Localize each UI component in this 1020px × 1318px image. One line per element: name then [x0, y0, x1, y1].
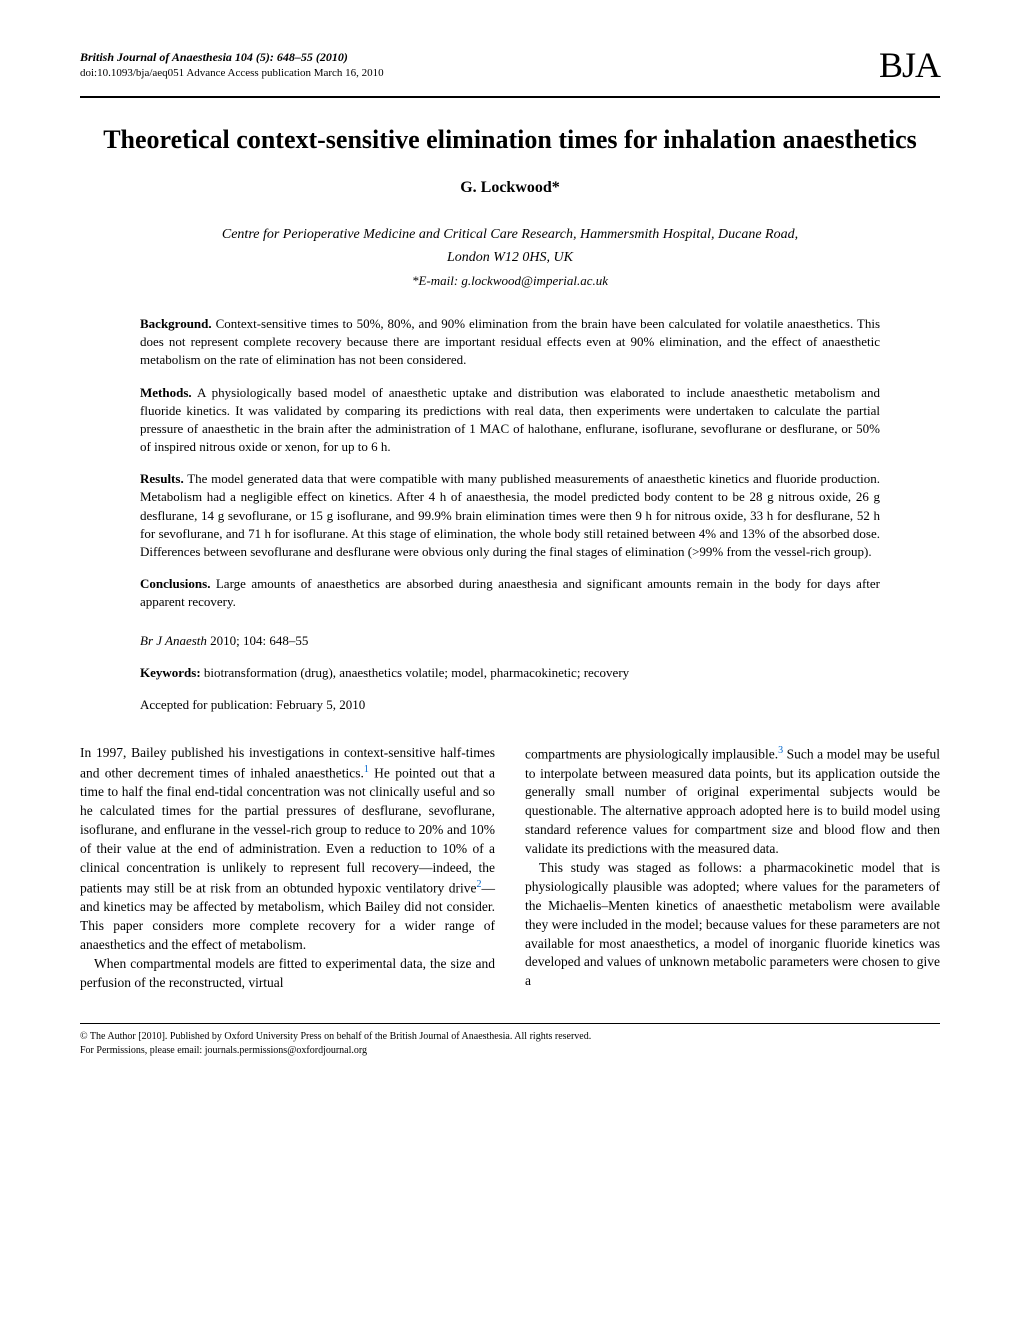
- body-paragraph: This study was staged as follows: a phar…: [525, 859, 940, 991]
- body-text: In 1997, Bailey published his investigat…: [80, 744, 940, 993]
- body-paragraph: compartments are physiologically implaus…: [525, 744, 940, 859]
- results-text: The model generated data that were compa…: [140, 471, 880, 559]
- citation-journal: Br J Anaesth: [140, 633, 207, 648]
- journal-info: British Journal of Anaesthesia 104 (5): …: [80, 49, 384, 81]
- abstract-background: Background. Context-sensitive times to 5…: [140, 315, 880, 370]
- keywords-line: Keywords: biotransformation (drug), anae…: [140, 664, 880, 682]
- keywords-label: Keywords:: [140, 665, 201, 680]
- methods-label: Methods.: [140, 385, 192, 400]
- abstract-conclusions: Conclusions. Large amounts of anaestheti…: [140, 575, 880, 611]
- affiliation-line-1: Centre for Perioperative Medicine and Cr…: [80, 225, 940, 245]
- author-name: G. Lockwood*: [80, 177, 940, 199]
- methods-text: A physiologically based model of anaesth…: [140, 385, 880, 455]
- body-paragraph: In 1997, Bailey published his investigat…: [80, 744, 495, 955]
- background-text: Context-sensitive times to 50%, 80%, and…: [140, 316, 880, 367]
- conclusions-text: Large amounts of anaesthetics are absorb…: [140, 576, 880, 609]
- corresponding-email: *E-mail: g.lockwood@imperial.ac.uk: [80, 272, 940, 290]
- body-paragraph: When compartmental models are fitted to …: [80, 955, 495, 993]
- affiliation-line-2: London W12 0HS, UK: [80, 248, 940, 268]
- background-label: Background.: [140, 316, 212, 331]
- abstract-block: Background. Context-sensitive times to 5…: [140, 315, 880, 612]
- journal-citation: British Journal of Anaesthesia 104 (5): …: [80, 49, 384, 66]
- column-left: In 1997, Bailey published his investigat…: [80, 744, 495, 993]
- header-bar: British Journal of Anaesthesia 104 (5): …: [80, 40, 940, 98]
- doi-line: doi:10.1093/bja/aeq051 Advance Access pu…: [80, 66, 384, 81]
- permissions-text: For Permissions, please email: journals.…: [80, 1044, 940, 1058]
- column-right: compartments are physiologically implaus…: [525, 744, 940, 993]
- accepted-date: Accepted for publication: February 5, 20…: [140, 696, 880, 714]
- citation-line: Br J Anaesth 2010; 104: 648–55: [140, 632, 880, 650]
- footer: © The Author [2010]. Published by Oxford…: [80, 1023, 940, 1058]
- article-title: Theoretical context-sensitive eliminatio…: [80, 123, 940, 157]
- keywords-text: biotransformation (drug), anaesthetics v…: [201, 665, 630, 680]
- conclusions-label: Conclusions.: [140, 576, 210, 591]
- citation-detail: 2010; 104: 648–55: [207, 633, 308, 648]
- abstract-results: Results. The model generated data that w…: [140, 470, 880, 561]
- results-label: Results.: [140, 471, 184, 486]
- abstract-methods: Methods. A physiologically based model o…: [140, 384, 880, 457]
- journal-logo: BJA: [879, 40, 940, 90]
- copyright-text: © The Author [2010]. Published by Oxford…: [80, 1030, 940, 1044]
